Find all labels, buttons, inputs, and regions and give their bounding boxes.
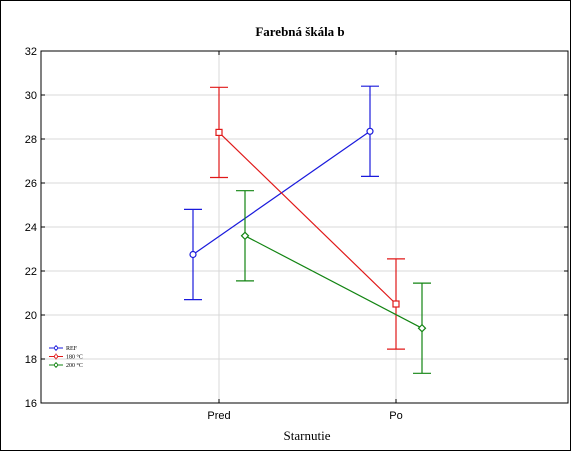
y-tick-label: 28 xyxy=(25,134,37,146)
data-point xyxy=(240,231,250,241)
series-2 xyxy=(210,86,405,350)
x-tick-label: Po xyxy=(389,410,402,422)
data-point xyxy=(392,300,400,308)
legend-label: REF xyxy=(66,346,78,352)
series-line xyxy=(218,131,397,305)
y-tick-label: 20 xyxy=(25,310,37,322)
chart-title: Farebná škála b xyxy=(255,24,344,39)
x-axis-label: Starnutie xyxy=(284,428,331,443)
series-layer xyxy=(184,85,431,374)
data-point xyxy=(366,127,374,135)
y-axis: 16 18 20 22 24 26 28 30 32 xyxy=(25,46,568,410)
x-axis: Pred Po xyxy=(207,51,403,422)
series-line xyxy=(244,235,423,329)
y-tick-label: 22 xyxy=(25,266,37,278)
data-point xyxy=(215,128,223,136)
x-tick-label: Pred xyxy=(207,410,230,422)
data-point xyxy=(417,323,427,333)
y-tick-label: 18 xyxy=(25,354,37,366)
legend-item: 200 °C xyxy=(49,362,83,369)
legend-label: 200 °C xyxy=(66,362,83,369)
legend-label: 180 °C xyxy=(66,354,83,361)
y-tick-label: 24 xyxy=(25,222,37,234)
legend-marker xyxy=(54,345,59,350)
y-tick-label: 30 xyxy=(25,90,37,102)
y-tick-label: 32 xyxy=(25,46,37,58)
legend-marker xyxy=(54,354,59,359)
legend-item: REF xyxy=(49,345,78,352)
y-tick-label: 26 xyxy=(25,178,37,190)
y-tick-label: 16 xyxy=(25,398,37,410)
legend-marker xyxy=(54,362,59,367)
legend-item: 180 °C xyxy=(49,353,83,361)
data-point xyxy=(189,250,197,259)
series-3 xyxy=(236,190,431,374)
